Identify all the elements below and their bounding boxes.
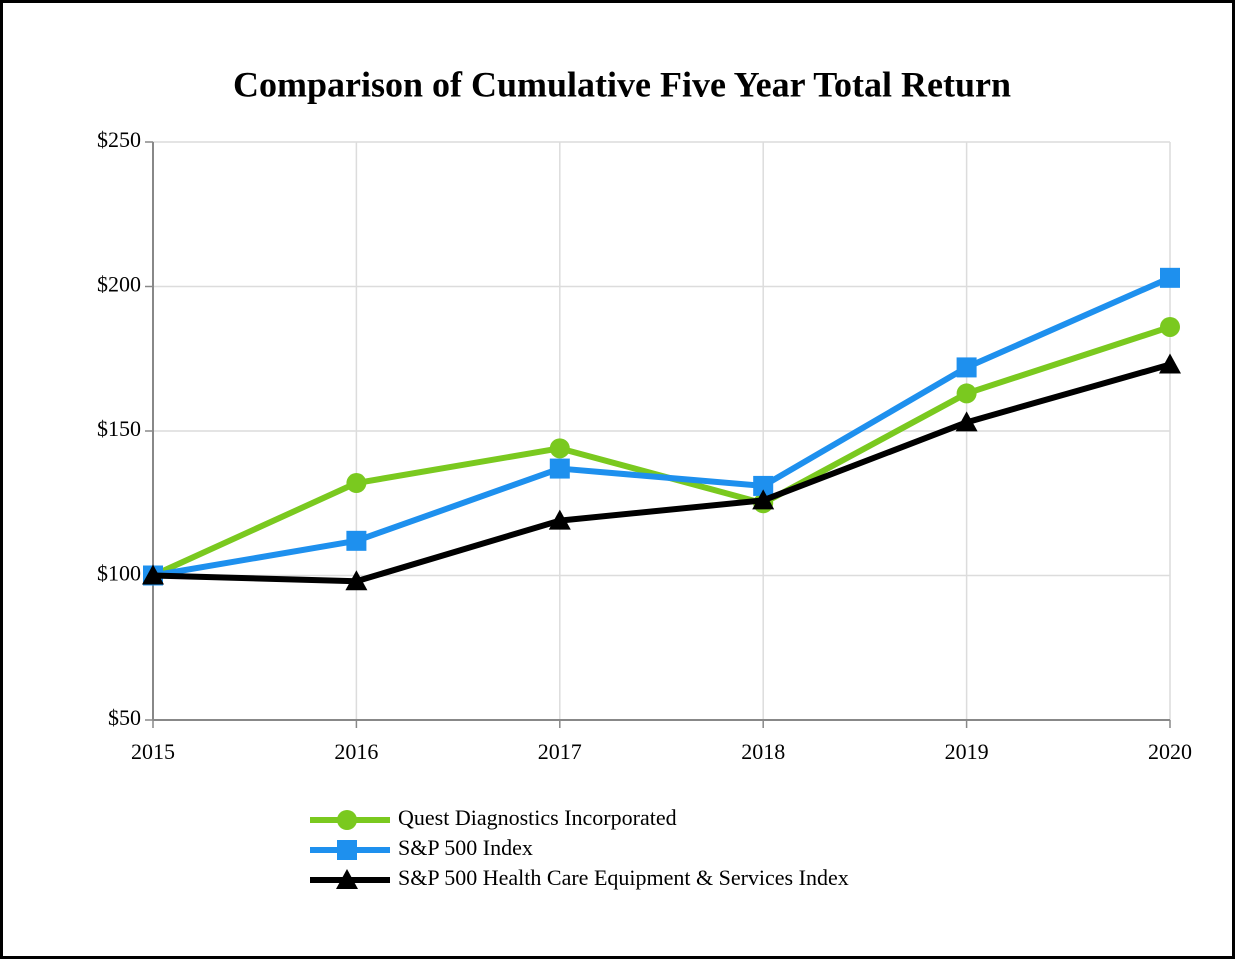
x-tick-label: 2020 bbox=[1148, 739, 1192, 764]
legend-label: S&P 500 Health Care Equipment & Services… bbox=[398, 865, 849, 890]
marker bbox=[955, 411, 978, 432]
marker bbox=[752, 489, 775, 510]
y-tick-label: $50 bbox=[108, 705, 141, 730]
marker bbox=[337, 810, 357, 830]
marker bbox=[956, 357, 977, 378]
marker bbox=[337, 840, 357, 860]
x-tick-label: 2017 bbox=[538, 739, 582, 764]
marker bbox=[142, 564, 164, 585]
series-line bbox=[152, 361, 1171, 585]
x-tick-label: 2015 bbox=[131, 739, 175, 764]
marker bbox=[549, 458, 570, 479]
x-tick-label: 2019 bbox=[945, 739, 989, 764]
marker bbox=[346, 473, 367, 494]
marker bbox=[1160, 267, 1180, 288]
x-tick-label: 2016 bbox=[334, 739, 378, 764]
marker bbox=[956, 383, 977, 404]
x-tick-label: 2018 bbox=[741, 739, 785, 764]
marker bbox=[346, 530, 367, 551]
chart-title: Comparison of Cumulative Five Year Total… bbox=[233, 64, 1011, 104]
y-tick-label: $150 bbox=[97, 416, 141, 441]
marker bbox=[1160, 316, 1180, 337]
y-tick-label: $100 bbox=[97, 561, 141, 586]
y-tick-label: $250 bbox=[97, 127, 141, 152]
marker bbox=[753, 475, 774, 496]
marker bbox=[549, 438, 570, 459]
y-tick-label: $200 bbox=[97, 272, 141, 297]
marker bbox=[336, 869, 358, 889]
marker bbox=[1159, 353, 1181, 374]
series-line bbox=[152, 275, 1172, 579]
legend-label: Quest Diagnostics Incorporated bbox=[398, 805, 677, 830]
marker bbox=[345, 570, 368, 591]
legend-label: S&P 500 Index bbox=[398, 835, 533, 860]
marker bbox=[548, 509, 571, 530]
